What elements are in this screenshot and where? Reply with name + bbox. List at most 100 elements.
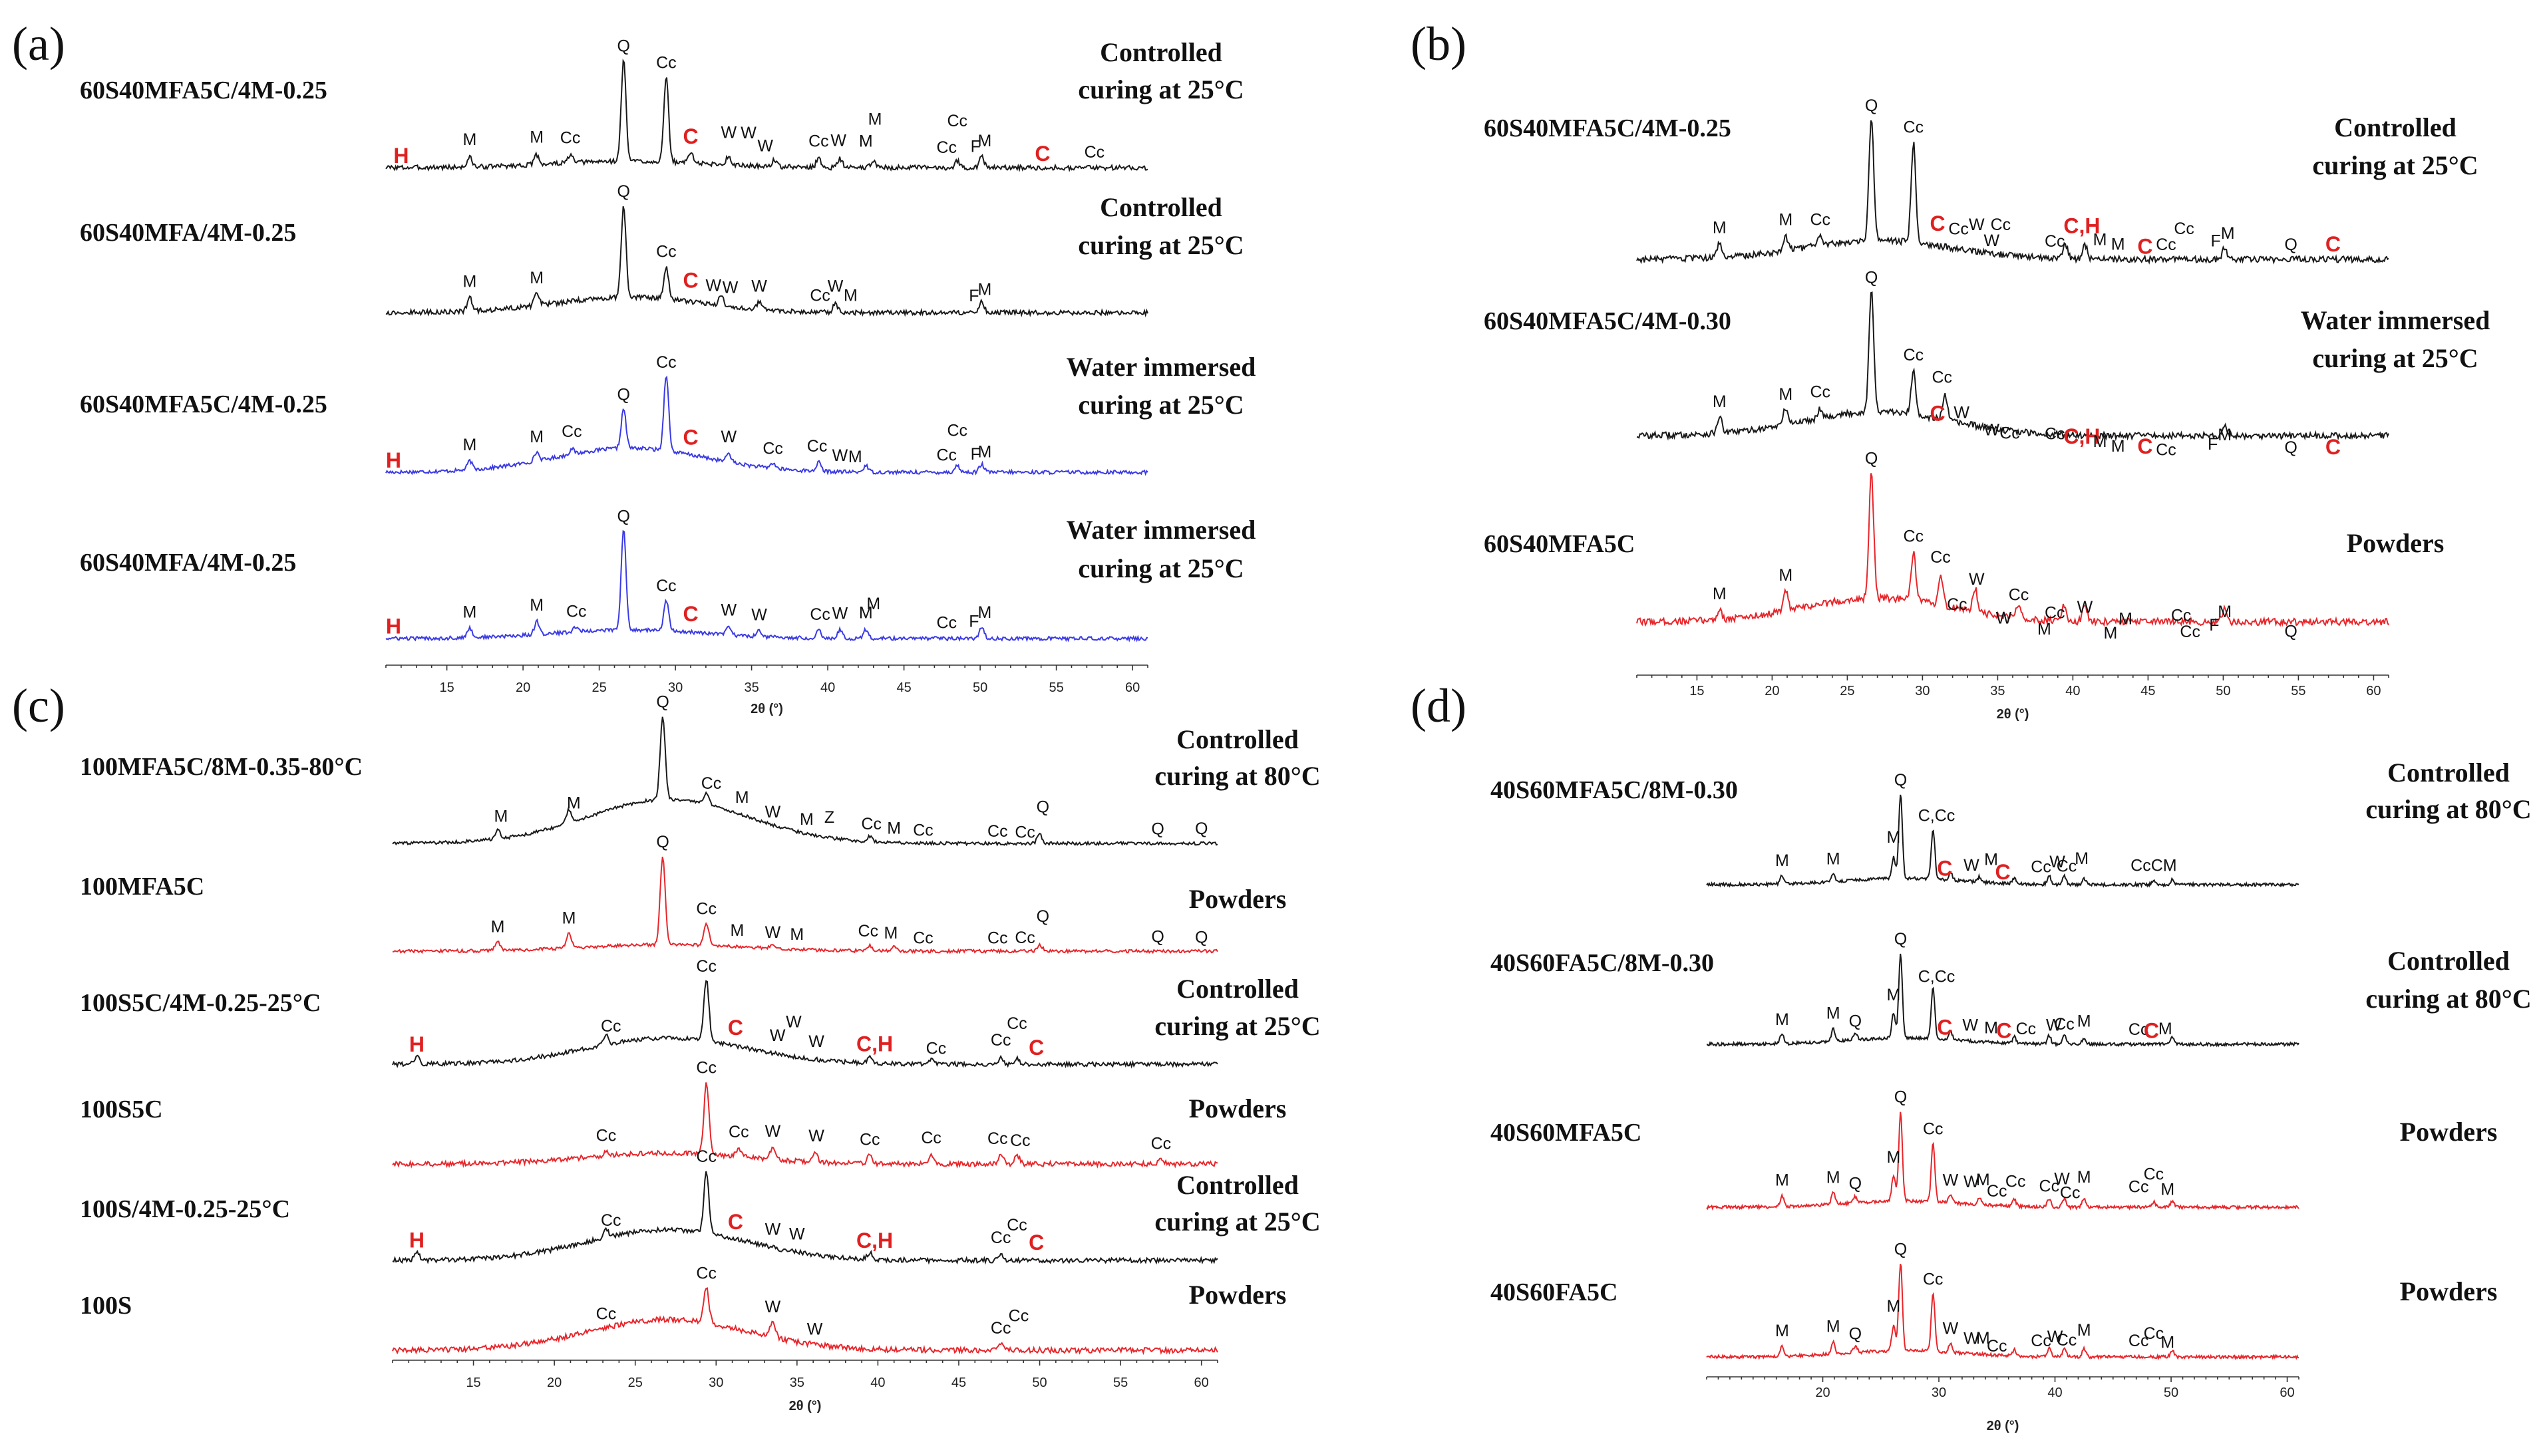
- peak-label: Cc: [2045, 232, 2065, 251]
- peak-label: M: [463, 603, 477, 621]
- peak-label: W: [1962, 1016, 1978, 1034]
- xrd-trace: [1706, 1264, 2299, 1361]
- curing-condition: curing at 25°C: [1078, 553, 1244, 583]
- sample-name: 60S40MFA/4M-0.25: [80, 219, 296, 247]
- x-tick-label: 40: [870, 1376, 885, 1390]
- peak-label: M: [848, 448, 862, 466]
- peak-label: Cc: [860, 1130, 880, 1149]
- peak-label: Cc: [2060, 1184, 2081, 1203]
- x-tick-label: 20: [1815, 1385, 1830, 1400]
- peak-label: Cc: [763, 440, 783, 458]
- peak-label: M: [2111, 437, 2125, 456]
- peak-label: Cc: [2174, 219, 2194, 238]
- x-tick-label: 60: [2280, 1385, 2294, 1400]
- peak-label: Cc: [987, 822, 1008, 841]
- peak-label: Q: [2284, 235, 2297, 254]
- peak-label: M: [1713, 218, 1727, 237]
- peak-label: M: [1887, 986, 1901, 1004]
- curing-condition: Powders: [2400, 1117, 2498, 1147]
- curing-condition: Powders: [2400, 1276, 2498, 1306]
- peak-label: W: [1943, 1320, 1959, 1338]
- peak-label: Cc: [2057, 857, 2077, 876]
- sample-name: 100S5C: [80, 1095, 163, 1123]
- peak-label: C: [2137, 434, 2152, 458]
- peak-label: Q: [1037, 907, 1049, 926]
- peak-label: C,H: [2063, 214, 2100, 238]
- peak-label: M: [735, 788, 749, 807]
- peak-label: M: [978, 442, 992, 461]
- peak-label: Cc: [2144, 1324, 2164, 1343]
- peak-label: Cc: [562, 422, 582, 441]
- peak-label: W: [832, 605, 848, 623]
- peak-label: M: [1713, 392, 1727, 411]
- peak-label: M: [859, 132, 873, 151]
- peak-label: Q: [617, 386, 630, 404]
- peak-label: Cc: [807, 437, 828, 456]
- peak-label: M: [1775, 1322, 1789, 1340]
- peak-label: Cc: [729, 1123, 749, 1141]
- peak-label: Cc: [1999, 424, 2020, 443]
- xrd-trace: [393, 856, 1218, 954]
- curing-condition: curing at 25°C: [2312, 343, 2478, 373]
- peak-label: M: [2160, 1181, 2174, 1199]
- peak-label: W: [2049, 853, 2065, 871]
- peak-label: H: [386, 448, 401, 472]
- peak-label: Q: [617, 508, 630, 526]
- peak-label: M: [2158, 1020, 2172, 1038]
- peak-label: Cc: [2171, 606, 2192, 625]
- x-tick-label: 25: [628, 1376, 643, 1390]
- peak-label: W: [2047, 1328, 2063, 1346]
- x-tick-label: 60: [1125, 680, 1140, 695]
- peak-label: Cc: [936, 446, 957, 464]
- sample-name: 60S40MFA5C/4M-0.25: [80, 390, 327, 418]
- xrd-trace: [392, 1082, 1218, 1169]
- peak-label: M: [730, 921, 744, 940]
- peak-label: Cc: [1904, 346, 1924, 364]
- peak-label: Cc: [913, 821, 934, 839]
- peak-label: Cc: [1987, 1337, 2007, 1356]
- peak-label: W: [807, 1320, 823, 1338]
- peak-label: C: [683, 269, 698, 293]
- peak-label: W: [765, 1298, 781, 1316]
- x-tick-label: 30: [709, 1376, 723, 1390]
- peak-label: C: [728, 1016, 743, 1040]
- peak-label: Cc: [987, 1129, 1008, 1148]
- peak-label: Cc: [913, 929, 934, 948]
- peak-label: Cc: [987, 929, 1008, 947]
- peak-label: Cc: [1930, 548, 1951, 567]
- peak-label: M: [463, 436, 477, 454]
- peak-label: Cc: [1015, 823, 1035, 842]
- curing-condition: Controlled: [1100, 192, 1222, 222]
- peak-label: M: [887, 819, 901, 838]
- sample-name: 100MFA5C: [80, 873, 204, 901]
- peak-label: W: [765, 1221, 781, 1239]
- curing-condition: Water immersed: [1067, 352, 1256, 382]
- peak-label: Cc: [2039, 1177, 2060, 1196]
- x-tick-label: 50: [2164, 1385, 2178, 1400]
- curing-condition: curing at 25°C: [1154, 1207, 1320, 1237]
- peak-label: W: [721, 428, 737, 446]
- peak-label: M: [1779, 566, 1792, 585]
- peak-label: Cc: [2031, 1332, 2051, 1350]
- peak-label: Cc: [566, 602, 587, 621]
- panel-letter: (a): [12, 17, 65, 71]
- peak-label: M: [2037, 620, 2051, 639]
- peak-label: Cc: [1923, 1119, 1944, 1138]
- peak-label: Cc: [1947, 595, 1967, 614]
- peak-label: W: [1996, 609, 2012, 628]
- x-tick-label: 35: [790, 1376, 804, 1390]
- peak-label: Cc: [601, 1017, 621, 1036]
- sample-name: 100S: [80, 1292, 132, 1320]
- peak-label: Cc: [701, 774, 722, 793]
- peak-label: Cc: [1010, 1131, 1031, 1150]
- peak-label: M: [1887, 1148, 1901, 1167]
- peak-label: Q: [1865, 269, 1878, 287]
- peak-label: C: [683, 124, 698, 148]
- curing-condition: Powders: [1189, 1280, 1287, 1310]
- peak-label: C,H: [856, 1229, 893, 1252]
- peak-label: W: [721, 601, 737, 620]
- peak-label: M: [1826, 1004, 1840, 1022]
- xrd-trace: [385, 59, 1148, 172]
- peak-label: C: [2325, 435, 2341, 459]
